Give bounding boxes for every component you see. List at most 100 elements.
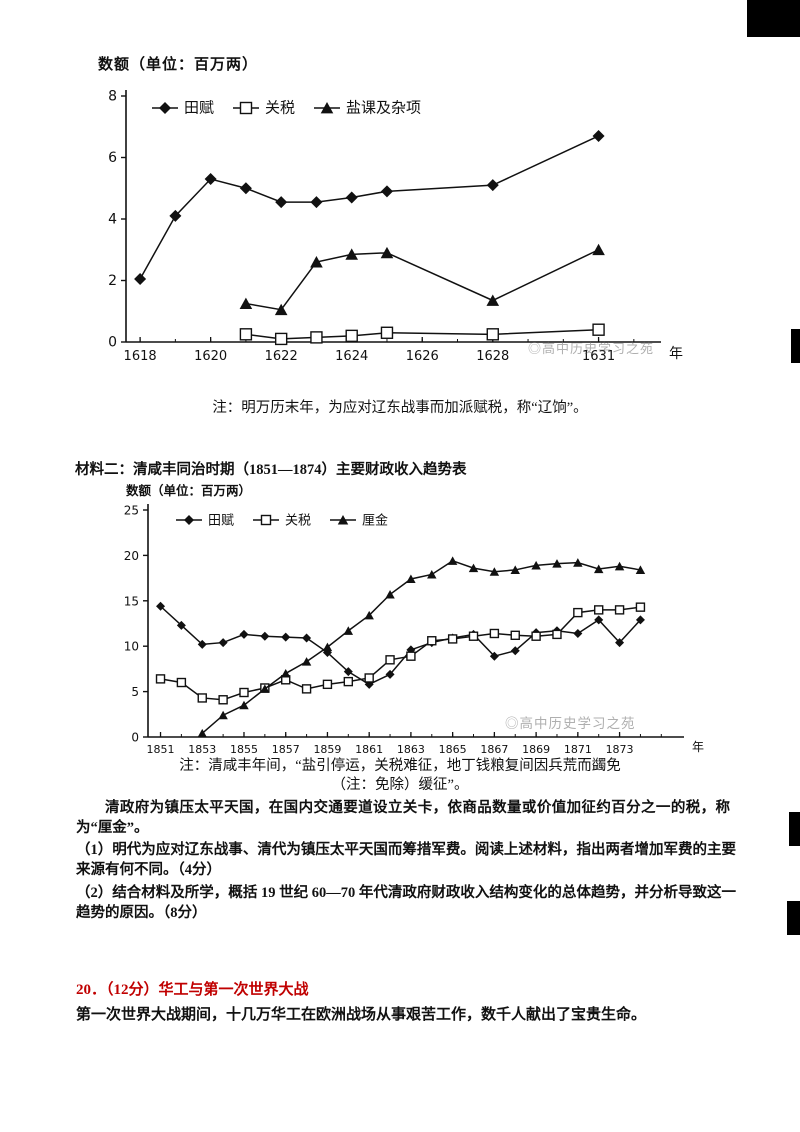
question-2: （2）结合材料及所学，概括 19 世纪 60—70 年代清政府财政收入结构变化的… bbox=[76, 885, 736, 921]
x-tick-label: 1855 bbox=[230, 743, 258, 756]
square-marker bbox=[510, 630, 520, 641]
triangle-marker bbox=[337, 515, 349, 525]
diamond-marker bbox=[169, 209, 182, 222]
square-marker bbox=[218, 695, 228, 705]
chart1-note: 注：明万历末年，为应对辽东战事而加派赋税，称“辽饷”。 bbox=[212, 400, 588, 416]
scan-artifact bbox=[787, 901, 800, 935]
diamond-marker bbox=[159, 102, 171, 114]
diamond-marker bbox=[345, 191, 358, 204]
triangle-marker bbox=[614, 561, 625, 571]
triangle-marker bbox=[468, 563, 479, 573]
triangle-marker bbox=[486, 294, 500, 306]
chart2-note-line1: 注：清咸丰年间，“盐引停运，关税难征，地丁钱粮复间因兵荒而蠲免 bbox=[179, 758, 621, 774]
triangle-marker bbox=[197, 728, 207, 738]
triangle-marker bbox=[447, 556, 458, 565]
legend-label: 厘金 bbox=[362, 513, 388, 529]
triangle-marker bbox=[510, 565, 520, 574]
series-line-diamond bbox=[139, 135, 599, 280]
y-tick-label: 15 bbox=[124, 594, 139, 608]
scan-artifact bbox=[789, 812, 800, 846]
x-tick-label: 1628 bbox=[476, 349, 509, 364]
y-tick-label: 2 bbox=[108, 273, 117, 289]
triangle-marker bbox=[310, 256, 323, 268]
triangle-marker bbox=[531, 560, 541, 570]
chart2-title: 数额（单位：百万两） bbox=[126, 484, 252, 498]
ming-late-revenue-chart: 0 2 4 6 8 1618 1620 1622 1624 1626 1628 1631 年 田赋 关税 盐课… bbox=[108, 89, 683, 365]
diamond-marker bbox=[204, 173, 217, 186]
diamond-marker bbox=[406, 645, 416, 655]
series-line-diamond bbox=[160, 605, 641, 686]
series-line-triangle bbox=[201, 560, 641, 734]
x-tick-label: 1631 bbox=[582, 349, 615, 364]
x-tick-label: 1853 bbox=[188, 743, 216, 756]
square-marker bbox=[486, 328, 499, 341]
diamond-marker bbox=[218, 638, 228, 648]
square-marker bbox=[427, 636, 437, 646]
square-marker bbox=[345, 329, 358, 343]
triangle-marker bbox=[385, 589, 395, 599]
square-marker bbox=[310, 331, 323, 344]
y-tick-label: 0 bbox=[131, 731, 139, 745]
triangle-marker bbox=[593, 564, 604, 574]
y-tick-label: 5 bbox=[131, 685, 139, 699]
x-tick-label: 1861 bbox=[355, 743, 383, 756]
chart1-title: 数额（单位：百万两） bbox=[98, 57, 259, 73]
square-marker bbox=[573, 607, 583, 618]
material2-label: 材料二： bbox=[75, 462, 133, 478]
legend-label: 盐课及杂项 bbox=[346, 99, 421, 117]
square-marker bbox=[343, 676, 354, 687]
diamond-marker bbox=[510, 646, 520, 656]
y-tick-label: 10 bbox=[124, 640, 139, 654]
x-tick-label: 1620 bbox=[194, 349, 227, 364]
triangle-marker bbox=[345, 248, 359, 260]
square-marker bbox=[364, 673, 374, 683]
x-tick-label: 1622 bbox=[265, 349, 298, 364]
square-marker bbox=[176, 677, 187, 688]
x-tick-label: 1873 bbox=[606, 743, 634, 756]
x-axis-unit: 年 bbox=[669, 346, 683, 362]
diamond-marker bbox=[260, 631, 270, 641]
y-tick-label: 0 bbox=[108, 335, 117, 351]
square-marker bbox=[239, 687, 249, 698]
square-marker bbox=[531, 631, 541, 641]
diamond-marker bbox=[197, 639, 207, 649]
question-20-title: 20．（12分）华工与第一次世界大战 bbox=[76, 982, 309, 998]
y-tick-label: 4 bbox=[108, 212, 117, 228]
square-marker bbox=[489, 628, 500, 639]
diamond-marker bbox=[134, 272, 147, 285]
x-axis-unit: 年 bbox=[692, 740, 704, 754]
legend-label: 关税 bbox=[285, 514, 311, 529]
diamond-marker bbox=[310, 196, 323, 209]
x-tick-label: 1618 bbox=[124, 349, 157, 364]
diamond-marker bbox=[635, 615, 645, 625]
y-tick-label: 6 bbox=[108, 150, 117, 166]
triangle-marker bbox=[380, 246, 394, 259]
square-marker bbox=[155, 674, 166, 684]
legend-label: 关税 bbox=[265, 99, 295, 117]
triangle-marker bbox=[301, 657, 312, 666]
diamond-marker bbox=[486, 179, 499, 192]
material2-heading: 材料二：清咸丰同治时期（1851—1874）主要财政收入趋势表 bbox=[75, 458, 467, 479]
diamond-marker bbox=[275, 196, 288, 209]
triangle-marker bbox=[239, 700, 249, 710]
square-marker bbox=[614, 605, 625, 615]
triangle-marker bbox=[364, 610, 374, 620]
x-tick-label: 1624 bbox=[335, 349, 368, 364]
square-marker bbox=[274, 332, 288, 346]
chart2-note: 注：清咸丰年间，“盐引停运，关税难征，地丁钱粮复间因兵荒而蠲免 （注：免除）缓征… bbox=[0, 757, 800, 795]
square-marker bbox=[322, 679, 333, 690]
square-marker bbox=[552, 629, 562, 640]
diamond-marker bbox=[302, 633, 312, 643]
scan-artifact bbox=[747, 0, 800, 37]
triangle-marker bbox=[635, 565, 646, 574]
x-tick-label: 1865 bbox=[439, 743, 467, 756]
triangle-marker bbox=[427, 569, 437, 579]
x-tick-label: 1859 bbox=[313, 743, 341, 756]
chart2-note-line2: （注：免除）缓征”。 bbox=[331, 777, 469, 793]
x-tick-label: 1857 bbox=[272, 743, 300, 756]
qing-revenue-chart: 0 5 10 15 20 25 1851 1853 1855 1857 1859 1861 1863 18… bbox=[124, 504, 704, 757]
diamond-marker bbox=[176, 620, 186, 630]
square-marker bbox=[468, 631, 479, 641]
triangle-marker bbox=[406, 574, 416, 584]
x-tick-label: 1871 bbox=[564, 743, 592, 756]
